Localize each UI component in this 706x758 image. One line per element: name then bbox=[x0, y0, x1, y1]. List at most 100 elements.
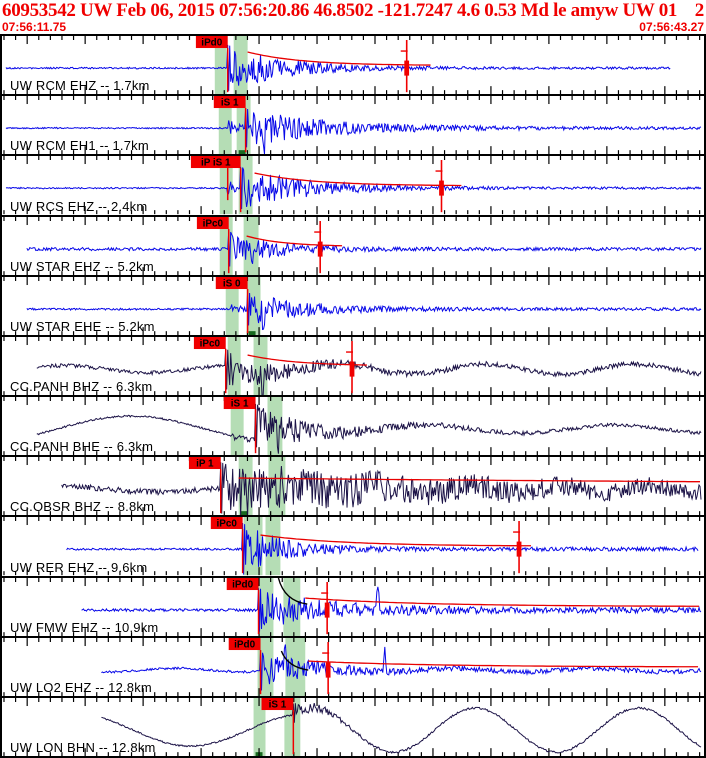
trace-panel: iPc0 UW STAR EHZ -- 5.2km bbox=[2, 214, 704, 275]
pick-flag-label: iPd0 bbox=[201, 37, 222, 48]
pick-flag[interactable]: iP 1 bbox=[188, 457, 221, 470]
trace-panel: iPc0 CC.PANH BHZ -- 6.3km bbox=[2, 334, 704, 396]
pick-flag-label: iPc0 bbox=[217, 519, 238, 530]
trace-panel: iP 1 CC.OBSR BHZ -- 8.8km bbox=[2, 455, 704, 516]
trace-panel: iPd0 UW FMW EHZ -- 10.9km bbox=[2, 575, 704, 636]
trace-panel: iS 1 UW RCM EH1 -- 1.7km bbox=[2, 94, 704, 155]
time-ticks bbox=[3, 517, 701, 576]
seismogram-trace[interactable] bbox=[81, 586, 702, 632]
pick-flag[interactable]: iS 1 bbox=[213, 96, 246, 109]
decay-guide-curve bbox=[280, 650, 309, 671]
pick-flag-label: iP iS 1 bbox=[201, 158, 231, 169]
pick-window-band[interactable] bbox=[253, 697, 266, 757]
trace-panel: iPd0 UW RCM EHZ -- 1.7km bbox=[2, 34, 704, 95]
pick-flag[interactable]: iPd0 bbox=[228, 637, 261, 651]
time-ticks bbox=[3, 96, 701, 155]
window-start-time: 07:56:11.75 bbox=[2, 20, 67, 34]
waveform-plot[interactable]: iS 1 bbox=[2, 96, 704, 155]
waveform-plot[interactable]: iS 0 bbox=[2, 276, 704, 335]
pick-window-band[interactable] bbox=[219, 156, 233, 215]
pick-window-band[interactable] bbox=[218, 96, 232, 155]
coda-decay-curve bbox=[308, 660, 699, 668]
trace-panel: iS 0 UW STAR EHE -- 5.2km bbox=[2, 274, 704, 335]
coda-duration-marker[interactable] bbox=[400, 40, 410, 93]
seismogram-trace[interactable] bbox=[26, 292, 702, 330]
pick-flag-label: iP 1 bbox=[196, 459, 214, 470]
pick-flag[interactable]: iPc0 bbox=[193, 336, 226, 350]
time-ticks bbox=[3, 697, 701, 757]
waveform-plot[interactable]: iPd0 bbox=[2, 637, 704, 696]
time-axis-row: 07:56:11.75 07:56:43.27 bbox=[0, 21, 706, 33]
coda-duration-marker[interactable] bbox=[322, 641, 331, 694]
seismogram-trace[interactable] bbox=[66, 523, 699, 575]
seismogram-trace[interactable] bbox=[101, 644, 702, 691]
pick-window-band[interactable] bbox=[243, 216, 259, 275]
waveform-plot[interactable]: iPd0 bbox=[2, 577, 704, 636]
seismogram-trace[interactable] bbox=[26, 230, 702, 266]
waveform-plot[interactable]: iS 1 bbox=[2, 697, 704, 757]
coda-decay-curve bbox=[305, 596, 700, 607]
waveform-plot[interactable]: iPd0 bbox=[2, 36, 704, 95]
seismogram-trace[interactable] bbox=[101, 702, 702, 754]
trace-panel: iP iS 1 UW RCS EHZ -- 2.4km bbox=[2, 154, 704, 215]
pick-window-band[interactable] bbox=[227, 336, 241, 396]
band-bottom-tick bbox=[240, 511, 248, 516]
trace-panel: iPd0 UW LO2 EHZ -- 12.8km bbox=[2, 635, 704, 696]
seismogram-trace[interactable] bbox=[5, 44, 671, 91]
trace-panel-stack: iPd0 UW RCM EHZ -- 1.7km iS 1 UW RCM EH1 --… bbox=[0, 34, 706, 758]
pick-flag[interactable]: iS 1 bbox=[261, 697, 294, 711]
coda-duration-marker[interactable] bbox=[513, 521, 522, 574]
waveform-plot[interactable]: iS 1 bbox=[2, 397, 704, 456]
coda-duration-marker[interactable] bbox=[321, 581, 330, 634]
time-ticks bbox=[3, 397, 701, 456]
time-ticks bbox=[3, 336, 701, 396]
pick-flag[interactable]: iP iS 1 bbox=[190, 156, 241, 169]
time-ticks bbox=[3, 156, 701, 215]
waveform-plot[interactable]: iP 1 bbox=[2, 457, 704, 516]
pick-window-band[interactable] bbox=[230, 397, 244, 456]
window-end-time: 07:56:43.27 bbox=[639, 20, 704, 34]
time-ticks bbox=[3, 577, 701, 636]
pick-flag-label: iS 1 bbox=[269, 699, 287, 710]
pick-flag-label: iPd0 bbox=[232, 579, 253, 590]
coda-duration-marker[interactable] bbox=[435, 160, 444, 213]
seismogram-trace[interactable] bbox=[5, 108, 702, 155]
pick-flag-label: iPc0 bbox=[203, 218, 224, 229]
coda-decay-curve bbox=[254, 172, 462, 187]
event-title-row: 60953542 UW Feb 06, 2015 07:56:20.86 46.… bbox=[0, 0, 706, 21]
decay-guide-curve bbox=[277, 577, 308, 605]
time-ticks bbox=[3, 637, 701, 696]
trace-panel: iS 1 CC.PANH BHE -- 6.3km bbox=[2, 395, 704, 456]
seismogram-trace[interactable] bbox=[5, 167, 702, 210]
seismogram-trace[interactable] bbox=[61, 462, 702, 516]
waveform-plot[interactable]: iPc0 bbox=[2, 336, 704, 396]
pick-flag[interactable]: iS 1 bbox=[223, 397, 256, 410]
seismogram-trace[interactable] bbox=[36, 403, 702, 454]
pick-flag[interactable]: iPd0 bbox=[226, 577, 259, 591]
band-bottom-tick bbox=[248, 330, 256, 335]
pick-flag-label: iS 1 bbox=[231, 399, 249, 410]
trace-panel: iS 1 UW LON BHN -- 12.8km bbox=[2, 695, 704, 757]
pick-flag[interactable]: iPc0 bbox=[196, 216, 229, 230]
header: 60953542 UW Feb 06, 2015 07:56:20.86 46.… bbox=[0, 0, 706, 34]
coda-duration-marker[interactable] bbox=[314, 220, 323, 273]
coda-duration-marker[interactable] bbox=[346, 340, 355, 394]
seismogram-trace[interactable] bbox=[36, 348, 702, 396]
pick-flag[interactable]: iPc0 bbox=[210, 517, 243, 530]
pick-flag-label: iPd0 bbox=[234, 639, 255, 650]
waveform-plot[interactable]: iPc0 bbox=[2, 216, 704, 275]
trace-panel: iPc0 UW RER EHZ -- 9.6km bbox=[2, 515, 704, 576]
pick-flag-label: iS 1 bbox=[221, 98, 239, 109]
coda-decay-curve bbox=[247, 354, 367, 366]
pick-flag[interactable]: iS 0 bbox=[215, 276, 248, 290]
coda-decay-curve bbox=[246, 234, 343, 246]
time-ticks bbox=[3, 276, 701, 335]
waveform-plot[interactable]: iPc0 bbox=[2, 517, 704, 576]
coda-decay-curve bbox=[260, 534, 531, 547]
pick-flag[interactable]: iPd0 bbox=[195, 36, 228, 49]
coda-decay-curve bbox=[238, 477, 701, 483]
waveform-plot[interactable]: iP iS 1 bbox=[2, 156, 704, 215]
pick-flag-label: iPc0 bbox=[200, 338, 221, 349]
pick-window-band[interactable] bbox=[214, 36, 227, 95]
event-title: 60953542 UW Feb 06, 2015 07:56:20.86 46.… bbox=[2, 0, 678, 21]
